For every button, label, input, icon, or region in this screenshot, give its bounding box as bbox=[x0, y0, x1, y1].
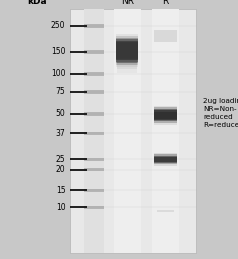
Bar bbox=[154, 153, 177, 166]
Bar bbox=[116, 41, 138, 60]
Text: 75: 75 bbox=[56, 88, 65, 96]
Bar bbox=[154, 154, 177, 164]
Text: 10: 10 bbox=[56, 203, 65, 212]
Bar bbox=[84, 189, 104, 192]
Bar bbox=[116, 40, 138, 62]
Text: 20: 20 bbox=[56, 165, 65, 174]
Bar bbox=[116, 43, 138, 57]
Bar bbox=[84, 50, 104, 54]
Text: 37: 37 bbox=[56, 129, 65, 138]
Bar bbox=[157, 210, 174, 212]
Text: 100: 100 bbox=[51, 69, 65, 78]
Bar bbox=[70, 9, 196, 253]
Bar bbox=[154, 109, 177, 121]
Bar bbox=[118, 62, 137, 66]
Bar bbox=[118, 56, 137, 60]
Bar bbox=[84, 206, 104, 209]
Text: 50: 50 bbox=[56, 110, 65, 118]
Bar bbox=[118, 69, 137, 73]
Text: 25: 25 bbox=[56, 155, 65, 164]
Bar bbox=[84, 158, 104, 161]
Bar bbox=[84, 132, 104, 135]
Bar bbox=[152, 9, 179, 253]
Text: kDa: kDa bbox=[27, 0, 47, 6]
Bar bbox=[84, 9, 104, 253]
Bar bbox=[154, 107, 177, 123]
Text: R: R bbox=[162, 0, 169, 6]
Bar bbox=[154, 110, 177, 120]
Text: 250: 250 bbox=[51, 21, 65, 30]
Bar bbox=[84, 24, 104, 28]
Bar bbox=[118, 66, 137, 69]
Bar bbox=[84, 168, 104, 171]
Bar bbox=[116, 38, 138, 63]
Bar bbox=[116, 42, 138, 59]
Text: 150: 150 bbox=[51, 47, 65, 56]
Bar bbox=[154, 106, 177, 125]
Bar bbox=[84, 112, 104, 116]
Bar bbox=[118, 59, 137, 63]
Bar bbox=[154, 157, 177, 162]
Text: NR: NR bbox=[121, 0, 134, 6]
Bar bbox=[154, 112, 177, 119]
Bar bbox=[114, 9, 141, 253]
Bar bbox=[116, 36, 138, 66]
Text: 15: 15 bbox=[56, 186, 65, 195]
Bar bbox=[154, 31, 177, 42]
Bar bbox=[84, 90, 104, 94]
Bar bbox=[154, 156, 177, 163]
Bar bbox=[84, 72, 104, 76]
Bar bbox=[116, 34, 138, 68]
Text: 2ug loading
NR=Non-
reduced
R=reduced: 2ug loading NR=Non- reduced R=reduced bbox=[203, 98, 238, 128]
